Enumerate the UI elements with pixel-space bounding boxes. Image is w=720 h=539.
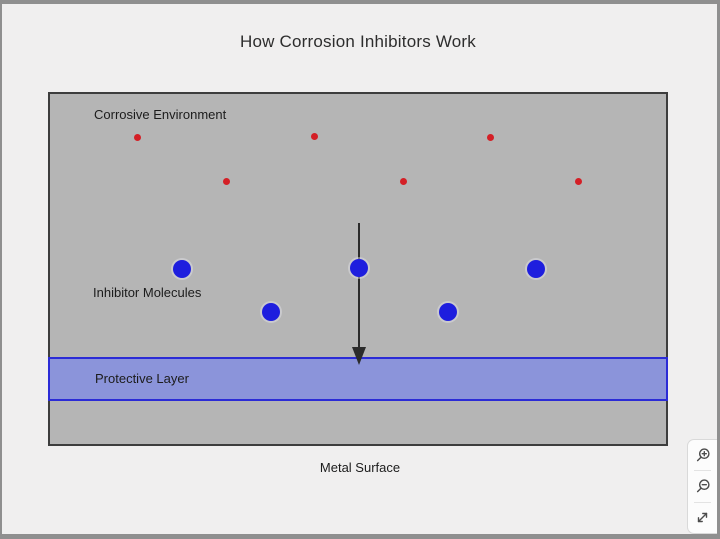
red-dot <box>486 133 494 141</box>
controls-divider <box>694 470 711 472</box>
red-dot <box>574 177 582 185</box>
magnifier-minus-icon <box>695 478 711 494</box>
blue-dot <box>262 303 280 321</box>
red-dot <box>133 133 141 141</box>
red-dot <box>310 132 318 140</box>
diagram-title: How Corrosion Inhibitors Work <box>239 32 477 51</box>
zoom-in-button[interactable] <box>688 440 717 470</box>
downward-arrow <box>358 223 360 350</box>
blue-dot <box>439 303 457 321</box>
corrosive-environment-label: Corrosive Environment <box>94 107 227 122</box>
red-dot <box>222 177 230 185</box>
zoom-out-button[interactable] <box>688 471 717 501</box>
controls-divider <box>694 501 711 503</box>
inhibitor-molecules-label: Inhibitor Molecules <box>93 285 202 300</box>
blue-dot <box>173 260 191 278</box>
blue-dot <box>350 259 368 277</box>
zoom-controls-panel <box>687 439 717 534</box>
protective-layer-label: Protective Layer <box>95 371 189 386</box>
expand-icon <box>695 510 710 525</box>
fullscreen-button[interactable] <box>688 503 717 533</box>
blue-dot <box>527 260 545 278</box>
magnifier-plus-icon <box>695 447 711 463</box>
red-dot <box>399 177 407 185</box>
downward-arrowhead <box>352 347 366 365</box>
metal-surface-label: Metal Surface <box>319 460 401 475</box>
